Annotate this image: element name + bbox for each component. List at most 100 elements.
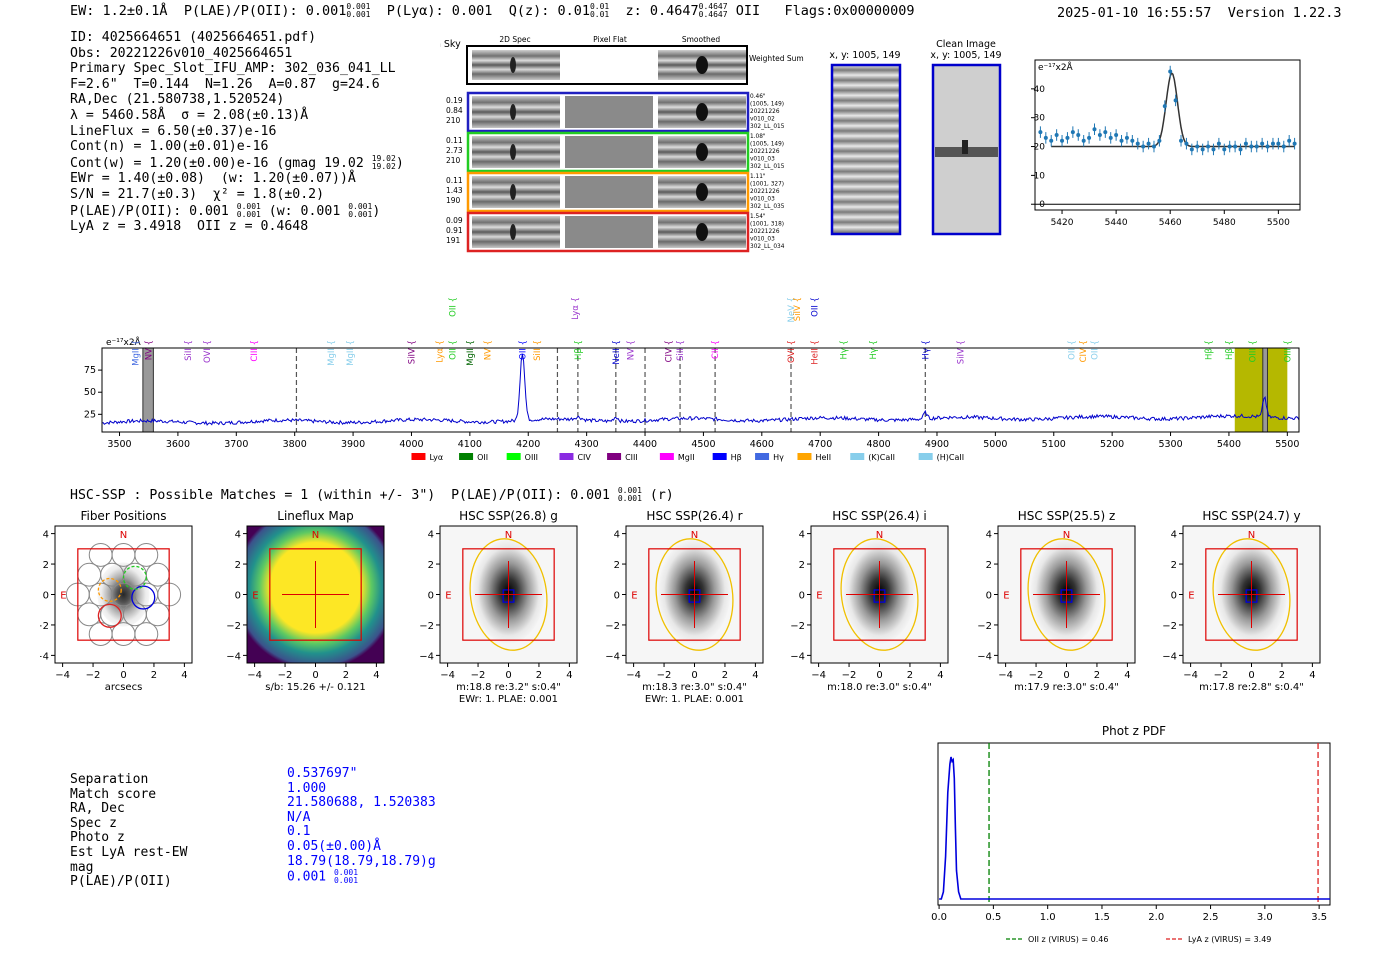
label-photoz: Photo z <box>70 830 125 846</box>
fit-point <box>1087 135 1092 140</box>
fit-point <box>1070 130 1075 135</box>
photz-pdf-plot: Phot z PDF 0.0 0.5 1.0 1.5 2.0 2.5 3.0 3.5 OII z … <box>931 724 1331 944</box>
hsc-aperture-ellipse <box>469 538 548 651</box>
info-plae-bounds: 0.001 0.001 <box>236 201 261 219</box>
spec-line-label: SiII { <box>676 340 686 361</box>
fit-point <box>1168 69 1173 74</box>
header-right: 2025-01-10 16:55:57 Version 1.22.3 <box>1057 5 1342 21</box>
fit-point <box>1195 144 1200 149</box>
cutout-source-2d <box>510 224 516 240</box>
fit-point <box>1211 147 1216 152</box>
hsc-panel-title: Lineflux Map <box>277 509 353 523</box>
spec-line-label: NeII { <box>612 340 622 365</box>
hsc-ytick-label: −2 <box>226 621 241 632</box>
spec-line-label: MgII { <box>466 340 476 366</box>
hsc-xtick-label: 4 <box>752 670 758 681</box>
spec-legend-swatch <box>918 453 933 460</box>
z-bounds: 0.4647 0.4647 <box>699 3 728 19</box>
hsc-ytick-label: −4 <box>40 651 49 662</box>
spec-ytick-label: 25 <box>84 409 96 420</box>
spec-legend-label: Hβ <box>731 453 742 462</box>
spec-line-label: CIV { <box>664 340 674 362</box>
hsc-xtick-label: 2 <box>536 670 542 681</box>
spec-line-label: Hβ { <box>1225 340 1235 360</box>
ew-value: EW: 1.2±0.1Å <box>70 3 168 19</box>
value-plae-lo: 0.001 <box>333 876 359 886</box>
hsc-xtick-label: −4 <box>55 670 70 681</box>
hsc-ytick-label: 2 <box>235 560 241 571</box>
spec-line-label: NV { <box>145 340 155 360</box>
fit-point <box>1287 138 1292 143</box>
spec-trace <box>101 353 1300 426</box>
fit-curve <box>1051 71 1295 148</box>
cutout-meta: (1005, 149) <box>750 102 784 108</box>
hsc-xtick-label: −2 <box>471 670 486 681</box>
hsc-xtick-label: −4 <box>1183 670 1198 681</box>
fit-point <box>1162 104 1167 109</box>
hsc-title-lo: 0.001 <box>617 494 642 503</box>
hsc-xtick-label: 2 <box>1094 670 1100 681</box>
with-sky-xy: x, y: 1005, 149 <box>829 50 900 61</box>
cutout-col-pixelflat: Pixel Flat <box>593 35 627 44</box>
cutout-meta: (1001, 318) <box>750 222 784 228</box>
spec-line-label: SiII { <box>184 340 194 361</box>
cutout-stat: 0.84 <box>446 106 463 115</box>
fit-xtick-label: 5500 <box>1267 218 1290 228</box>
fit-point <box>1216 141 1221 146</box>
hsc-xtick-label: 4 <box>937 670 943 681</box>
spectra-cutouts: 2D Spec Pixel Flat Smoothed Weighted Sum… <box>440 35 1002 253</box>
hsc-xtick-label: 0 <box>120 670 126 681</box>
hsc-xtick-label: 0 <box>1063 670 1069 681</box>
spec-xtick-label: 4100 <box>458 439 482 450</box>
hsc-xtick-label: −2 <box>86 670 101 681</box>
east-label: E <box>1188 591 1194 602</box>
north-label: N <box>876 530 883 541</box>
value-plae-text: 0.001 <box>287 869 327 885</box>
label-radec: RA, Dec <box>70 801 125 817</box>
pdf-legend-label: LyA z (VIRUS) = 3.49 <box>1188 935 1271 944</box>
cutout-meta: 20221226 <box>750 189 780 195</box>
spec-xtick-label: 3900 <box>341 439 365 450</box>
z-lo: 0.4647 <box>698 10 728 19</box>
cutout-meta: v010_03 <box>750 237 775 243</box>
info-obs: Obs: 20221226v010_4025664651 <box>70 45 293 61</box>
info-plae-hi: 0.001 <box>236 201 261 211</box>
plae-w-bounds: 0.001 0.001 <box>348 201 373 219</box>
version: Version 1.22.3 <box>1227 5 1342 21</box>
cutout-source-smooth <box>696 143 708 161</box>
hsc-ytick-label: 2 <box>1171 560 1177 571</box>
east-label: E <box>60 591 66 602</box>
fit-point <box>1249 144 1254 149</box>
cutout-source-2d <box>510 144 516 160</box>
fit-ytick-label: 20 <box>1034 143 1046 153</box>
pdf-xtick-label: 3.5 <box>1311 912 1327 923</box>
fit-point <box>1243 141 1248 146</box>
spec-legend-label: MgII <box>678 453 695 462</box>
spec-legend-swatch <box>850 453 865 460</box>
cutout-meta: (1001, 327) <box>750 182 784 188</box>
contw-bounds: 19.02 19.02 <box>372 154 396 171</box>
plae-w-hi: 0.001 <box>348 201 373 211</box>
hsc-ytick-label: −4 <box>1162 651 1177 662</box>
cutout-stat: 2.73 <box>446 146 463 155</box>
cutout-meta: 20221226 <box>750 109 780 115</box>
label-lya-ew: Est LyA rest-EW <box>70 844 188 860</box>
cutout-meta: 1.11" <box>750 174 766 180</box>
spec-xtick-label: 4700 <box>808 439 832 450</box>
fit-point <box>1233 144 1238 149</box>
match-table-labels: Separation Match score RA, Dec Spec z Ph… <box>70 772 188 890</box>
spec-line-label: OIII { <box>1248 340 1258 362</box>
cutout-meta: 302_LL_035 <box>750 204 785 210</box>
hsc-ytick-label: −2 <box>605 621 620 632</box>
info-lambda: λ = 5460.58Å σ = 2.08(±0.13)Å <box>70 107 309 123</box>
value-separation: 0.537697" <box>287 766 358 781</box>
hsc-xtick-label: −4 <box>440 670 455 681</box>
cutout-stat: 0.11 <box>446 136 463 145</box>
spec-line-label: NV { <box>483 340 493 360</box>
hsc-title-text: HSC-SSP : Possible Matches = 1 (within +… <box>70 488 610 503</box>
hsc-xtick-label: 4 <box>373 670 379 681</box>
fit-point <box>1265 144 1270 149</box>
plae-hi: 0.001 <box>346 2 371 11</box>
hsc-ytick-label: 0 <box>1171 591 1177 602</box>
hsc-xtick-label: −2 <box>278 670 293 681</box>
